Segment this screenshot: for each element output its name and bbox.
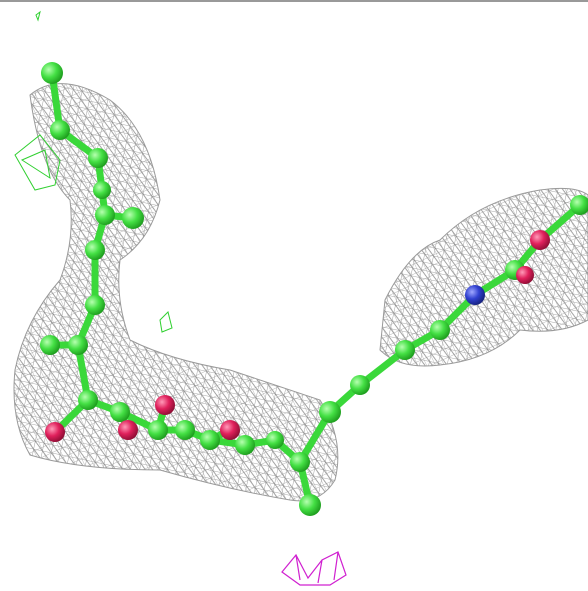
density-map-view [0,0,588,591]
page [0,0,588,591]
